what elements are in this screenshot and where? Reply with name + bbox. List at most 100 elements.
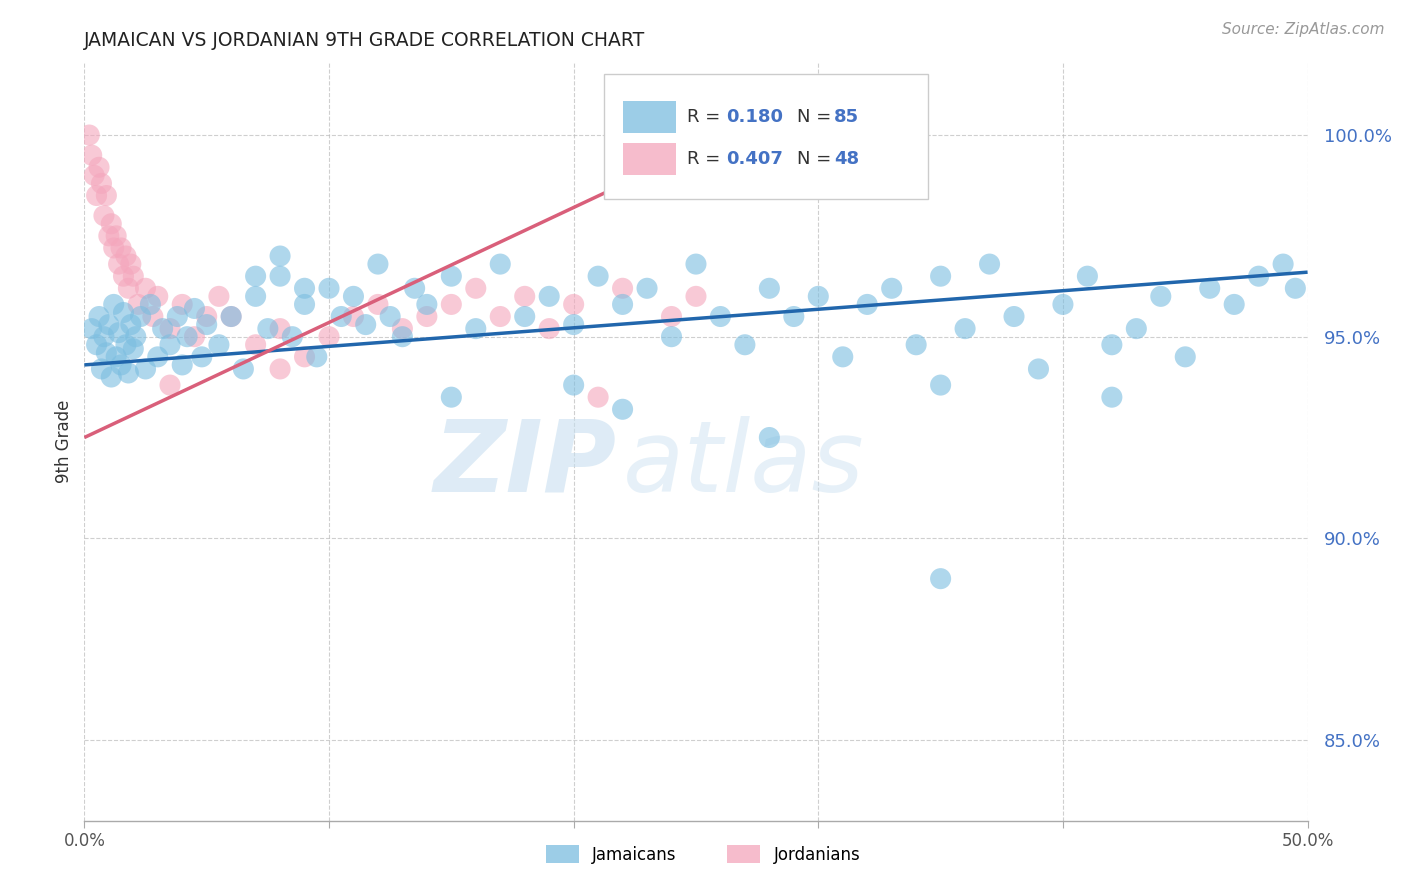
Point: [135, 281, 157, 295]
Point: [117, 281, 139, 295]
Point: [661, 329, 683, 343]
Point: [269, 362, 291, 376]
Point: [380, 310, 402, 324]
FancyBboxPatch shape: [605, 74, 928, 199]
Point: [562, 378, 585, 392]
Point: [146, 289, 169, 303]
Point: [831, 350, 853, 364]
Point: [464, 321, 486, 335]
Point: [87, 310, 110, 324]
Point: [586, 390, 609, 404]
Point: [110, 358, 132, 372]
Point: [342, 289, 364, 303]
Point: [342, 310, 364, 324]
Text: 85: 85: [834, 108, 859, 126]
Point: [269, 269, 291, 284]
Point: [807, 289, 830, 303]
Point: [97, 228, 120, 243]
Point: [685, 257, 707, 271]
Point: [489, 257, 512, 271]
Point: [354, 318, 377, 332]
Point: [100, 217, 122, 231]
Point: [103, 241, 125, 255]
Point: [208, 337, 231, 351]
Text: R =: R =: [688, 108, 727, 126]
Point: [191, 350, 214, 364]
Point: [1101, 390, 1123, 404]
Point: [146, 350, 169, 364]
Point: [513, 310, 536, 324]
Point: [159, 378, 181, 392]
Point: [318, 281, 340, 295]
Text: R =: R =: [688, 150, 727, 168]
Point: [440, 269, 463, 284]
Point: [953, 321, 976, 335]
Point: [183, 329, 205, 343]
Point: [208, 289, 231, 303]
Point: [1076, 269, 1098, 284]
Point: [464, 281, 486, 295]
Point: [105, 228, 128, 243]
Point: [1223, 297, 1246, 311]
Point: [709, 310, 731, 324]
Point: [103, 297, 125, 311]
Point: [1002, 310, 1025, 324]
Point: [661, 310, 683, 324]
Text: N =: N =: [797, 108, 838, 126]
Point: [513, 289, 536, 303]
Point: [929, 572, 952, 586]
Point: [404, 281, 426, 295]
Point: [1052, 297, 1074, 311]
Point: [245, 269, 267, 284]
Point: [734, 337, 756, 351]
Point: [125, 329, 148, 343]
Point: [172, 358, 194, 372]
Y-axis label: 9th Grade: 9th Grade: [55, 400, 73, 483]
Point: [1125, 321, 1147, 335]
Point: [115, 249, 138, 263]
Point: [120, 318, 142, 332]
Point: [1198, 281, 1220, 295]
Point: [880, 281, 903, 295]
Point: [77, 128, 100, 142]
Point: [758, 430, 780, 444]
Point: [586, 269, 609, 284]
Point: [80, 148, 103, 162]
Point: [1272, 257, 1295, 271]
Point: [636, 281, 658, 295]
Point: [83, 169, 105, 183]
Point: [269, 321, 291, 335]
Point: [112, 269, 135, 284]
Text: ZIP: ZIP: [433, 416, 616, 513]
Point: [159, 321, 181, 335]
Text: 48: 48: [834, 150, 859, 168]
FancyBboxPatch shape: [623, 143, 676, 175]
Point: [929, 269, 952, 284]
Point: [685, 289, 707, 303]
Point: [538, 289, 561, 303]
Point: [538, 321, 561, 335]
Point: [195, 318, 218, 332]
Text: JAMAICAN VS JORDANIAN 9TH GRADE CORRELATION CHART: JAMAICAN VS JORDANIAN 9TH GRADE CORRELAT…: [84, 30, 645, 50]
Point: [391, 321, 413, 335]
Point: [142, 310, 165, 324]
Text: Source: ZipAtlas.com: Source: ZipAtlas.com: [1222, 22, 1385, 37]
Point: [97, 318, 120, 332]
Point: [489, 310, 512, 324]
Point: [856, 297, 879, 311]
Point: [80, 321, 103, 335]
Point: [195, 310, 218, 324]
Point: [562, 297, 585, 311]
Point: [120, 257, 142, 271]
Point: [440, 297, 463, 311]
Point: [152, 321, 174, 335]
Point: [294, 297, 316, 311]
Point: [1150, 289, 1173, 303]
Point: [905, 337, 928, 351]
Point: [367, 257, 389, 271]
Point: [929, 378, 952, 392]
Point: [93, 209, 115, 223]
Point: [86, 337, 108, 351]
Point: [219, 310, 242, 324]
Point: [166, 310, 188, 324]
